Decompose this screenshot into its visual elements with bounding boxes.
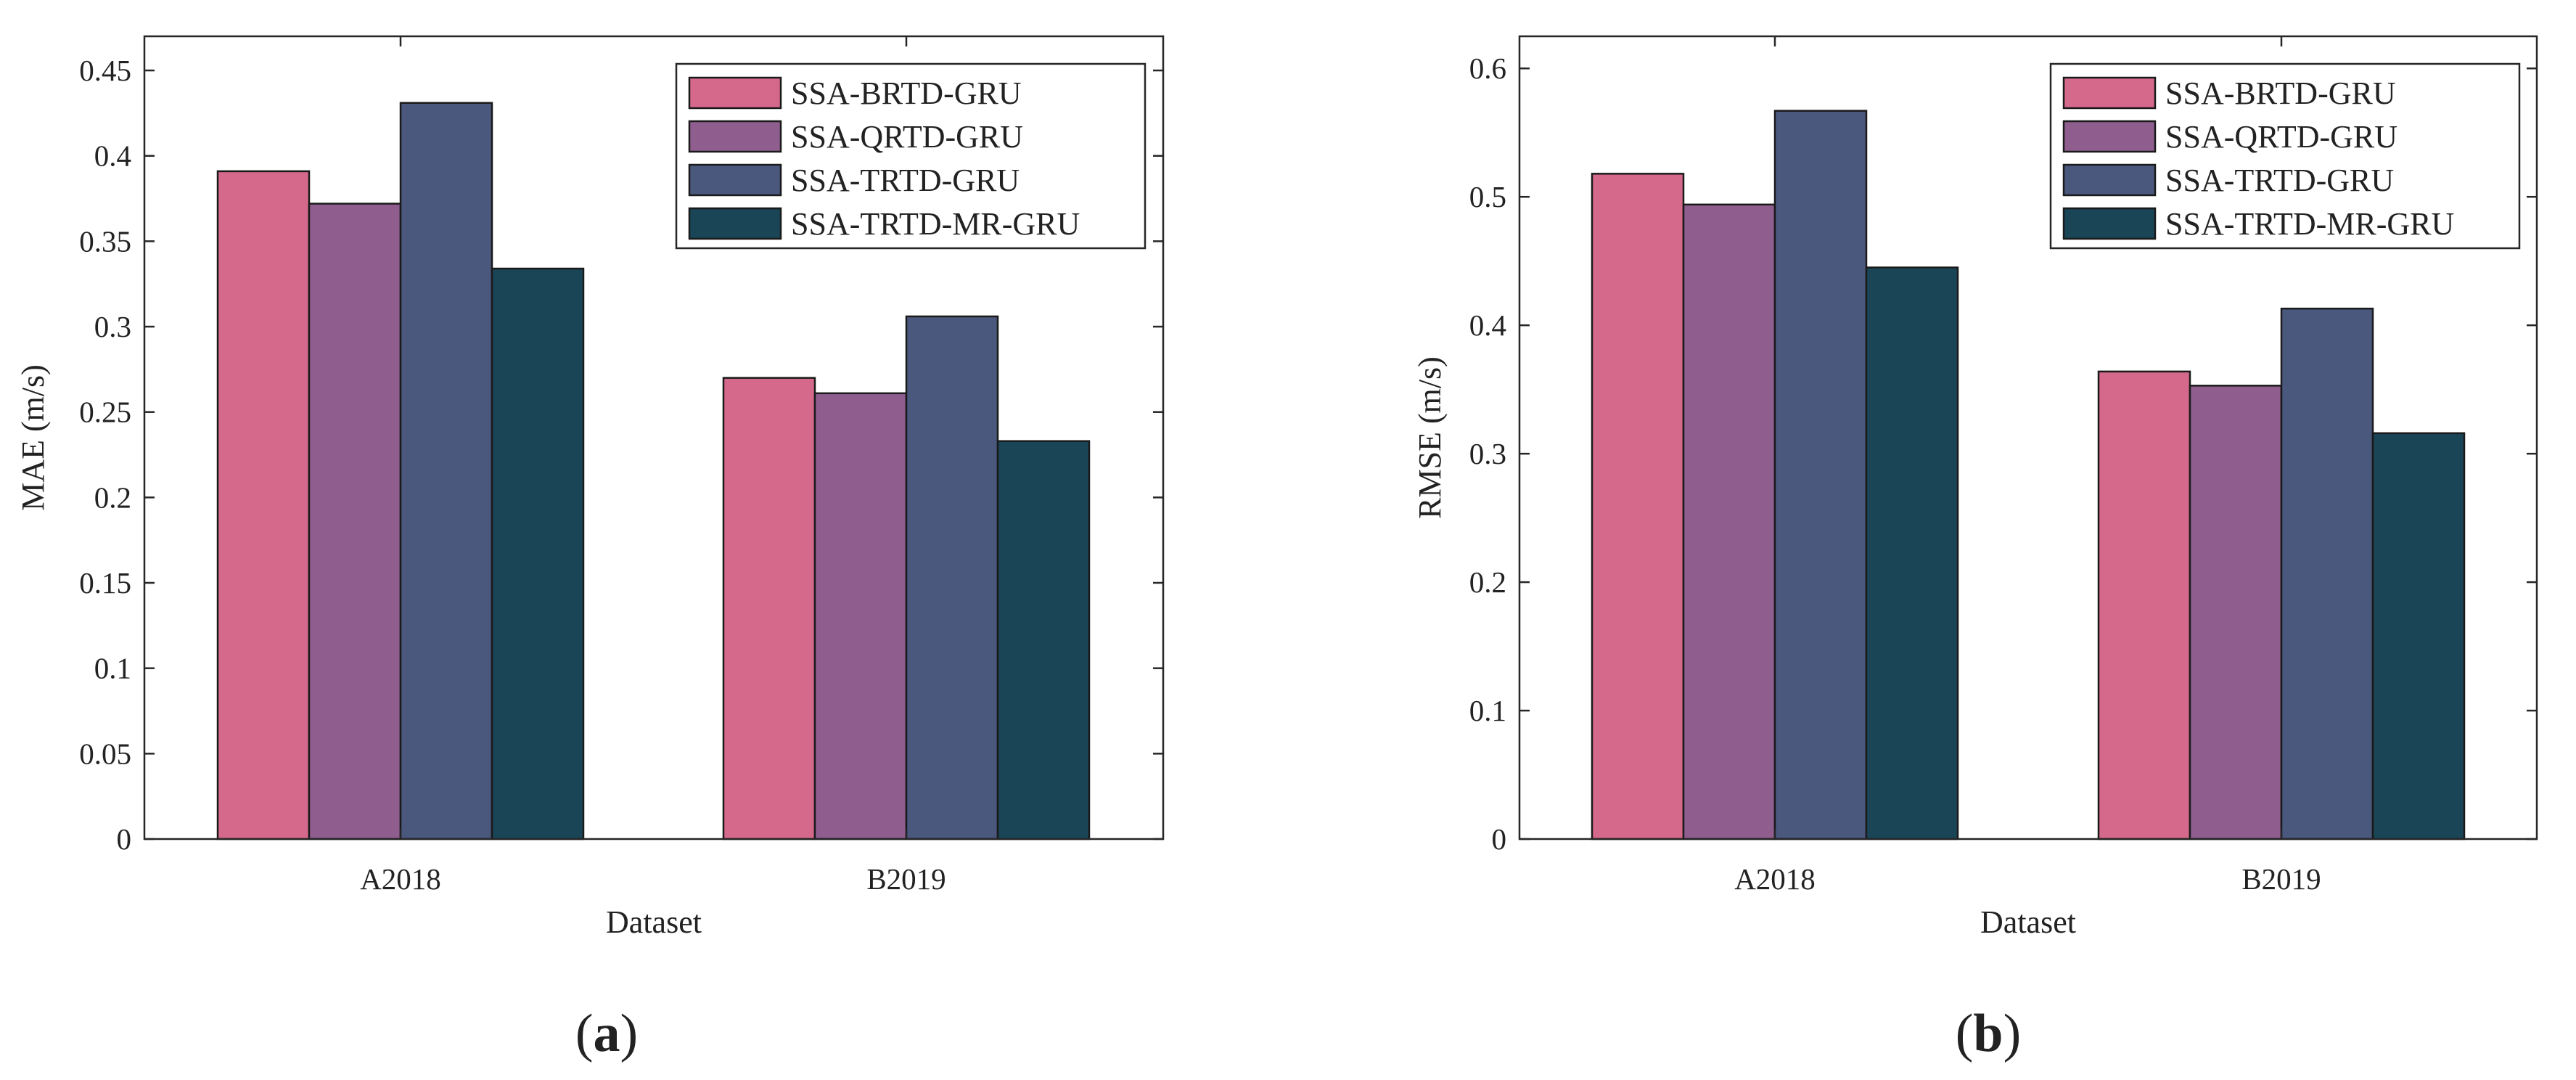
y-tick-label: 0.25 [79, 396, 131, 429]
x-tick-label-a2018: A2018 [1734, 862, 1816, 896]
bar-a2018-ssa-trtd-gru [1773, 110, 1868, 840]
y-tick-label: 0.1 [1469, 694, 1506, 727]
x-tick-label-b2019: B2019 [866, 862, 946, 896]
y-tick-label: 0.3 [1469, 437, 1506, 470]
bar-a2018-ssa-brtd-gru [1591, 173, 1685, 840]
legend-label-ssa-trtd-gru: SSA-TRTD-GRU [791, 163, 1020, 198]
axes-frame [1518, 35, 2538, 840]
bar-b2019-ssa-trtd-gru [905, 315, 999, 840]
bar-a2018-ssa-trtd-gru [399, 102, 493, 840]
bar-a2018-ssa-trtd-mr-gru [491, 267, 585, 840]
legend-label-ssa-qrtd-gru: SSA-QRTD-GRU [2165, 119, 2397, 155]
y-tick-label: 0.3 [94, 310, 131, 343]
bar-b2019-ssa-brtd-gru [722, 377, 816, 840]
y-axis-label: MAE (m/s) [15, 364, 51, 511]
legend: SSA-BRTD-GRU SSA-QRTD-GRU SSA-TRTD-GRU SSA-… [2049, 62, 2521, 250]
legend-swatch-ssa-brtd-gru [688, 76, 782, 110]
legend-swatch-ssa-brtd-gru [2062, 76, 2157, 110]
chart-panel-a: 0 0.05 0.1 0.15 0.2 0.25 0.3 0.35 0.4 0.45 A2018 B2… [15, 35, 1165, 940]
axes-frame [143, 35, 1165, 840]
bar-a2018-ssa-trtd-mr-gru [1865, 266, 1959, 840]
y-axis-label: RMSE (m/s) [1412, 356, 1448, 519]
bar-b2019-ssa-trtd-mr-gru [2371, 432, 2466, 840]
legend-swatch-ssa-trtd-gru [2062, 163, 2157, 197]
x-axis-label: Dataset [606, 904, 702, 940]
legend-label-ssa-qrtd-gru: SSA-QRTD-GRU [791, 119, 1023, 155]
legend-label-ssa-trtd-mr-gru: SSA-TRTD-MR-GRU [791, 206, 1080, 242]
legend-label-ssa-trtd-mr-gru: SSA-TRTD-MR-GRU [2165, 206, 2454, 242]
x-tick-label-b2019: B2019 [2241, 862, 2321, 896]
y-tick-label: 0.6 [1469, 52, 1506, 85]
y-tick-label: 0.2 [1469, 565, 1506, 599]
y-tick-label: 0.5 [1469, 180, 1506, 213]
bar-b2019-ssa-qrtd-gru [2189, 385, 2283, 840]
y-tick-label: 0.05 [79, 737, 131, 770]
y-tick-label: 0.4 [1469, 308, 1506, 342]
bar-a2018-ssa-qrtd-gru [308, 202, 402, 840]
legend-swatch-ssa-trtd-mr-gru [688, 207, 782, 240]
x-tick-label-a2018: A2018 [360, 862, 441, 896]
bar-b2019-ssa-qrtd-gru [813, 392, 908, 840]
y-tick-label: 0.1 [94, 652, 131, 685]
legend-swatch-ssa-trtd-gru [688, 163, 782, 197]
legend-swatch-ssa-qrtd-gru [2062, 120, 2157, 153]
y-tick-label: 0 [117, 822, 132, 856]
y-tick-label: 0.2 [94, 480, 131, 514]
legend-label-ssa-brtd-gru: SSA-BRTD-GRU [2165, 75, 2396, 111]
legend-label-ssa-trtd-gru: SSA-TRTD-GRU [2165, 163, 2394, 198]
bar-b2019-ssa-trtd-mr-gru [996, 440, 1091, 840]
panel-label-b: (b) [1956, 1004, 2021, 1063]
legend: SSA-BRTD-GRU SSA-QRTD-GRU SSA-TRTD-GRU SSA-… [675, 62, 1147, 250]
bar-a2018-ssa-qrtd-gru [1682, 203, 1776, 840]
bar-b2019-ssa-brtd-gru [2097, 370, 2191, 840]
legend-swatch-ssa-qrtd-gru [688, 120, 782, 153]
bar-b2019-ssa-trtd-gru [2280, 307, 2374, 840]
y-tick-label: 0 [1492, 822, 1507, 856]
bar-a2018-ssa-brtd-gru [216, 170, 311, 840]
y-tick-label: 0.45 [79, 54, 131, 87]
legend-swatch-ssa-trtd-mr-gru [2062, 207, 2157, 240]
y-tick-label: 0.35 [79, 224, 131, 258]
y-tick-label: 0.15 [79, 566, 131, 600]
x-axis-label: Dataset [1980, 904, 2076, 940]
legend-label-ssa-brtd-gru: SSA-BRTD-GRU [791, 75, 1022, 111]
panel-label-a: (a) [575, 1004, 638, 1063]
y-tick-label: 0.4 [94, 139, 131, 173]
chart-panel-b: 0 0.1 0.2 0.3 0.4 0.5 0.6 A2018 B2019 Dataset RMSE… [1412, 35, 2538, 940]
